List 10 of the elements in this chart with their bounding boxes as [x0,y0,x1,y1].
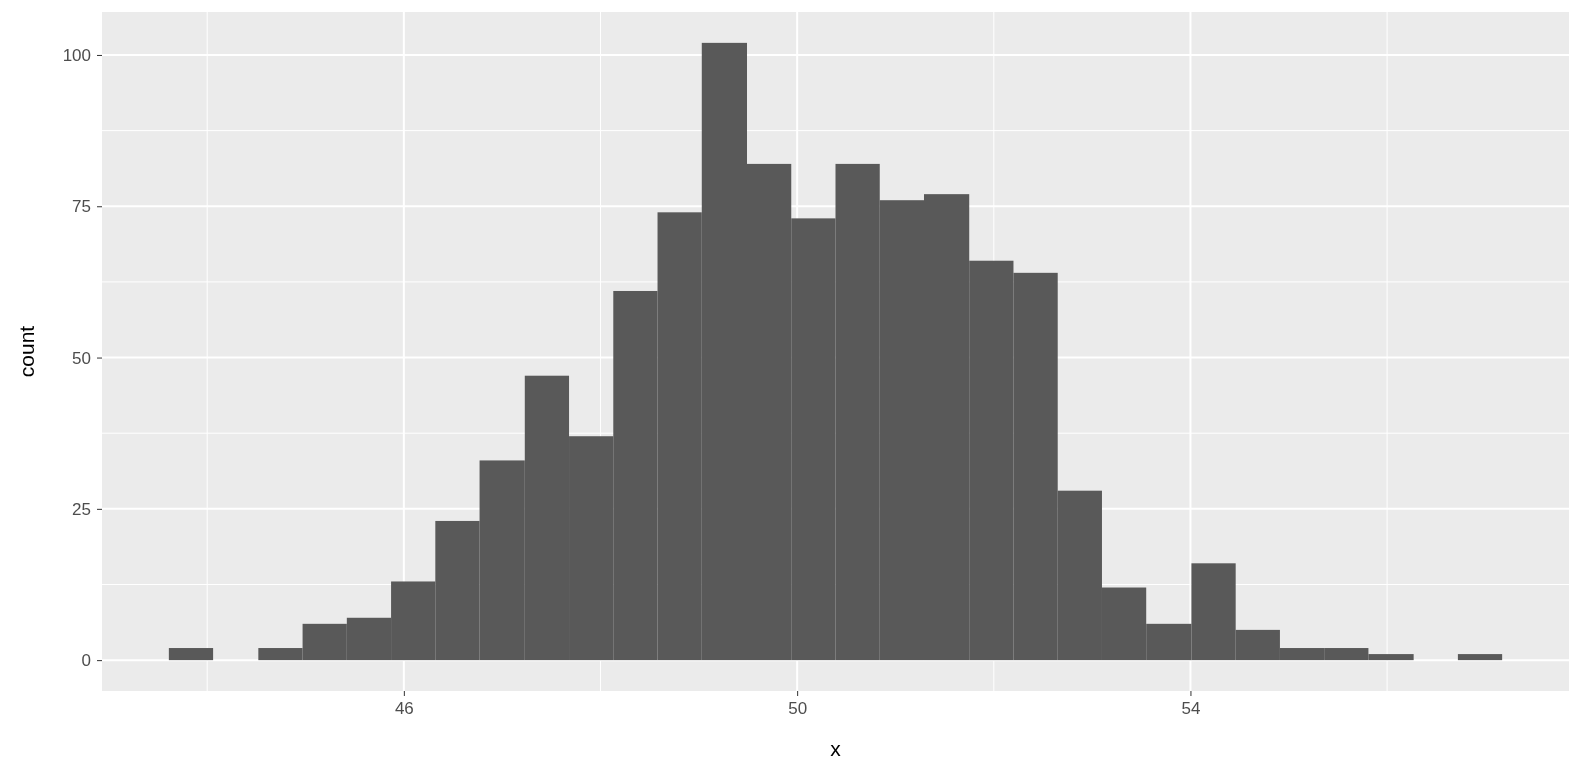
y-tick-label: 25 [72,499,91,519]
y-tick-label: 75 [72,197,91,217]
y-tick-label: 100 [62,45,91,65]
y-tick-label: 50 [72,348,91,368]
y-axis-title: count [15,325,38,378]
x-axis-title: x [830,737,842,760]
x-tick-label: 50 [788,699,808,719]
x-tick-label: 54 [1181,699,1201,719]
y-tick-label: 0 [81,651,91,671]
x-tick-label: 46 [394,699,414,719]
